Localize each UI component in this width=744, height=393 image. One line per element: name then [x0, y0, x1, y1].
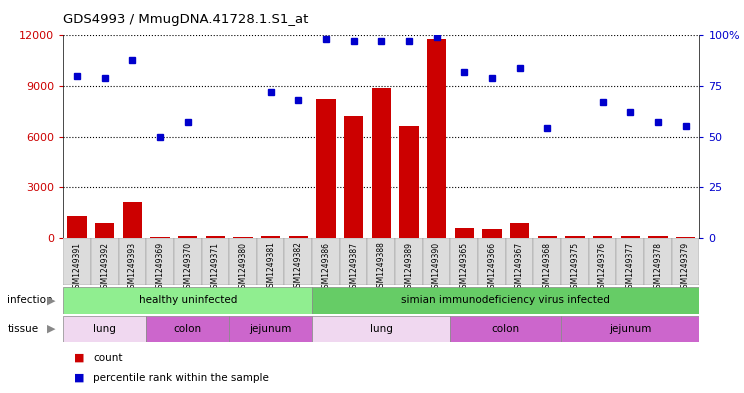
- Text: GSM1249388: GSM1249388: [376, 242, 386, 292]
- Bar: [450, 238, 478, 285]
- Bar: [589, 238, 616, 285]
- Bar: [68, 216, 87, 238]
- Text: jejunum: jejunum: [609, 324, 652, 334]
- Text: lung: lung: [370, 324, 393, 334]
- Bar: [565, 236, 585, 238]
- Text: GSM1249389: GSM1249389: [405, 242, 414, 292]
- Text: GSM1249368: GSM1249368: [542, 242, 552, 292]
- Text: GSM1249381: GSM1249381: [266, 242, 275, 292]
- Text: percentile rank within the sample: percentile rank within the sample: [93, 373, 269, 383]
- Text: colon: colon: [173, 324, 202, 334]
- Bar: [234, 237, 253, 238]
- Bar: [147, 316, 229, 342]
- Bar: [261, 236, 280, 238]
- Text: ■: ■: [74, 373, 85, 383]
- Bar: [620, 237, 640, 238]
- Text: tissue: tissue: [7, 324, 39, 334]
- Bar: [672, 238, 699, 285]
- Bar: [561, 238, 589, 285]
- Text: lung: lung: [93, 324, 116, 334]
- Bar: [455, 228, 474, 238]
- Bar: [150, 237, 170, 238]
- Bar: [205, 236, 225, 238]
- Bar: [257, 238, 284, 285]
- Text: GSM1249366: GSM1249366: [487, 242, 496, 293]
- Bar: [174, 238, 202, 285]
- Bar: [63, 287, 312, 314]
- Text: GSM1249375: GSM1249375: [571, 242, 580, 293]
- Bar: [616, 238, 644, 285]
- Text: count: count: [93, 353, 123, 363]
- Text: colon: colon: [492, 324, 520, 334]
- Bar: [316, 99, 336, 238]
- Text: GSM1249369: GSM1249369: [155, 242, 164, 293]
- Bar: [395, 238, 423, 285]
- Bar: [95, 222, 115, 238]
- Bar: [648, 237, 667, 238]
- Bar: [118, 238, 147, 285]
- Text: GSM1249378: GSM1249378: [653, 242, 662, 292]
- Text: GSM1249387: GSM1249387: [349, 242, 358, 292]
- Text: GSM1249367: GSM1249367: [515, 242, 524, 293]
- Text: GSM1249392: GSM1249392: [100, 242, 109, 292]
- Bar: [63, 238, 91, 285]
- Text: ▶: ▶: [48, 295, 56, 305]
- Bar: [368, 238, 395, 285]
- Text: GSM1249380: GSM1249380: [239, 242, 248, 292]
- Bar: [229, 316, 312, 342]
- Bar: [123, 202, 142, 238]
- Bar: [400, 127, 419, 238]
- Bar: [289, 237, 308, 238]
- Text: GSM1249371: GSM1249371: [211, 242, 220, 292]
- Bar: [312, 238, 340, 285]
- Bar: [202, 238, 229, 285]
- Bar: [450, 316, 561, 342]
- Text: GSM1249386: GSM1249386: [321, 242, 330, 292]
- Text: healthy uninfected: healthy uninfected: [138, 295, 237, 305]
- Text: GSM1249382: GSM1249382: [294, 242, 303, 292]
- Bar: [676, 237, 695, 238]
- Text: GSM1249377: GSM1249377: [626, 242, 635, 293]
- Bar: [561, 316, 699, 342]
- Bar: [284, 238, 312, 285]
- Text: GDS4993 / MmugDNA.41728.1.S1_at: GDS4993 / MmugDNA.41728.1.S1_at: [63, 13, 309, 26]
- Bar: [506, 238, 533, 285]
- Bar: [312, 316, 450, 342]
- Text: GSM1249393: GSM1249393: [128, 242, 137, 293]
- Text: ▶: ▶: [48, 324, 56, 334]
- Bar: [340, 238, 368, 285]
- Bar: [371, 88, 391, 238]
- Bar: [478, 238, 506, 285]
- Bar: [482, 230, 501, 238]
- Text: GSM1249376: GSM1249376: [598, 242, 607, 293]
- Bar: [423, 238, 450, 285]
- Text: jejunum: jejunum: [249, 324, 292, 334]
- Bar: [312, 287, 699, 314]
- Text: GSM1249391: GSM1249391: [73, 242, 82, 292]
- Bar: [593, 236, 612, 238]
- Text: infection: infection: [7, 295, 53, 305]
- Bar: [533, 238, 561, 285]
- Bar: [644, 238, 672, 285]
- Text: GSM1249390: GSM1249390: [432, 242, 441, 293]
- Bar: [178, 235, 197, 238]
- Text: GSM1249370: GSM1249370: [183, 242, 192, 293]
- Text: GSM1249365: GSM1249365: [460, 242, 469, 293]
- Bar: [538, 237, 557, 238]
- Bar: [229, 238, 257, 285]
- Text: simian immunodeficiency virus infected: simian immunodeficiency virus infected: [401, 295, 610, 305]
- Text: ■: ■: [74, 353, 85, 363]
- Bar: [147, 238, 174, 285]
- Text: GSM1249379: GSM1249379: [681, 242, 690, 293]
- Bar: [91, 238, 118, 285]
- Bar: [344, 116, 363, 238]
- Bar: [427, 39, 446, 238]
- Bar: [63, 316, 147, 342]
- Bar: [510, 224, 529, 238]
